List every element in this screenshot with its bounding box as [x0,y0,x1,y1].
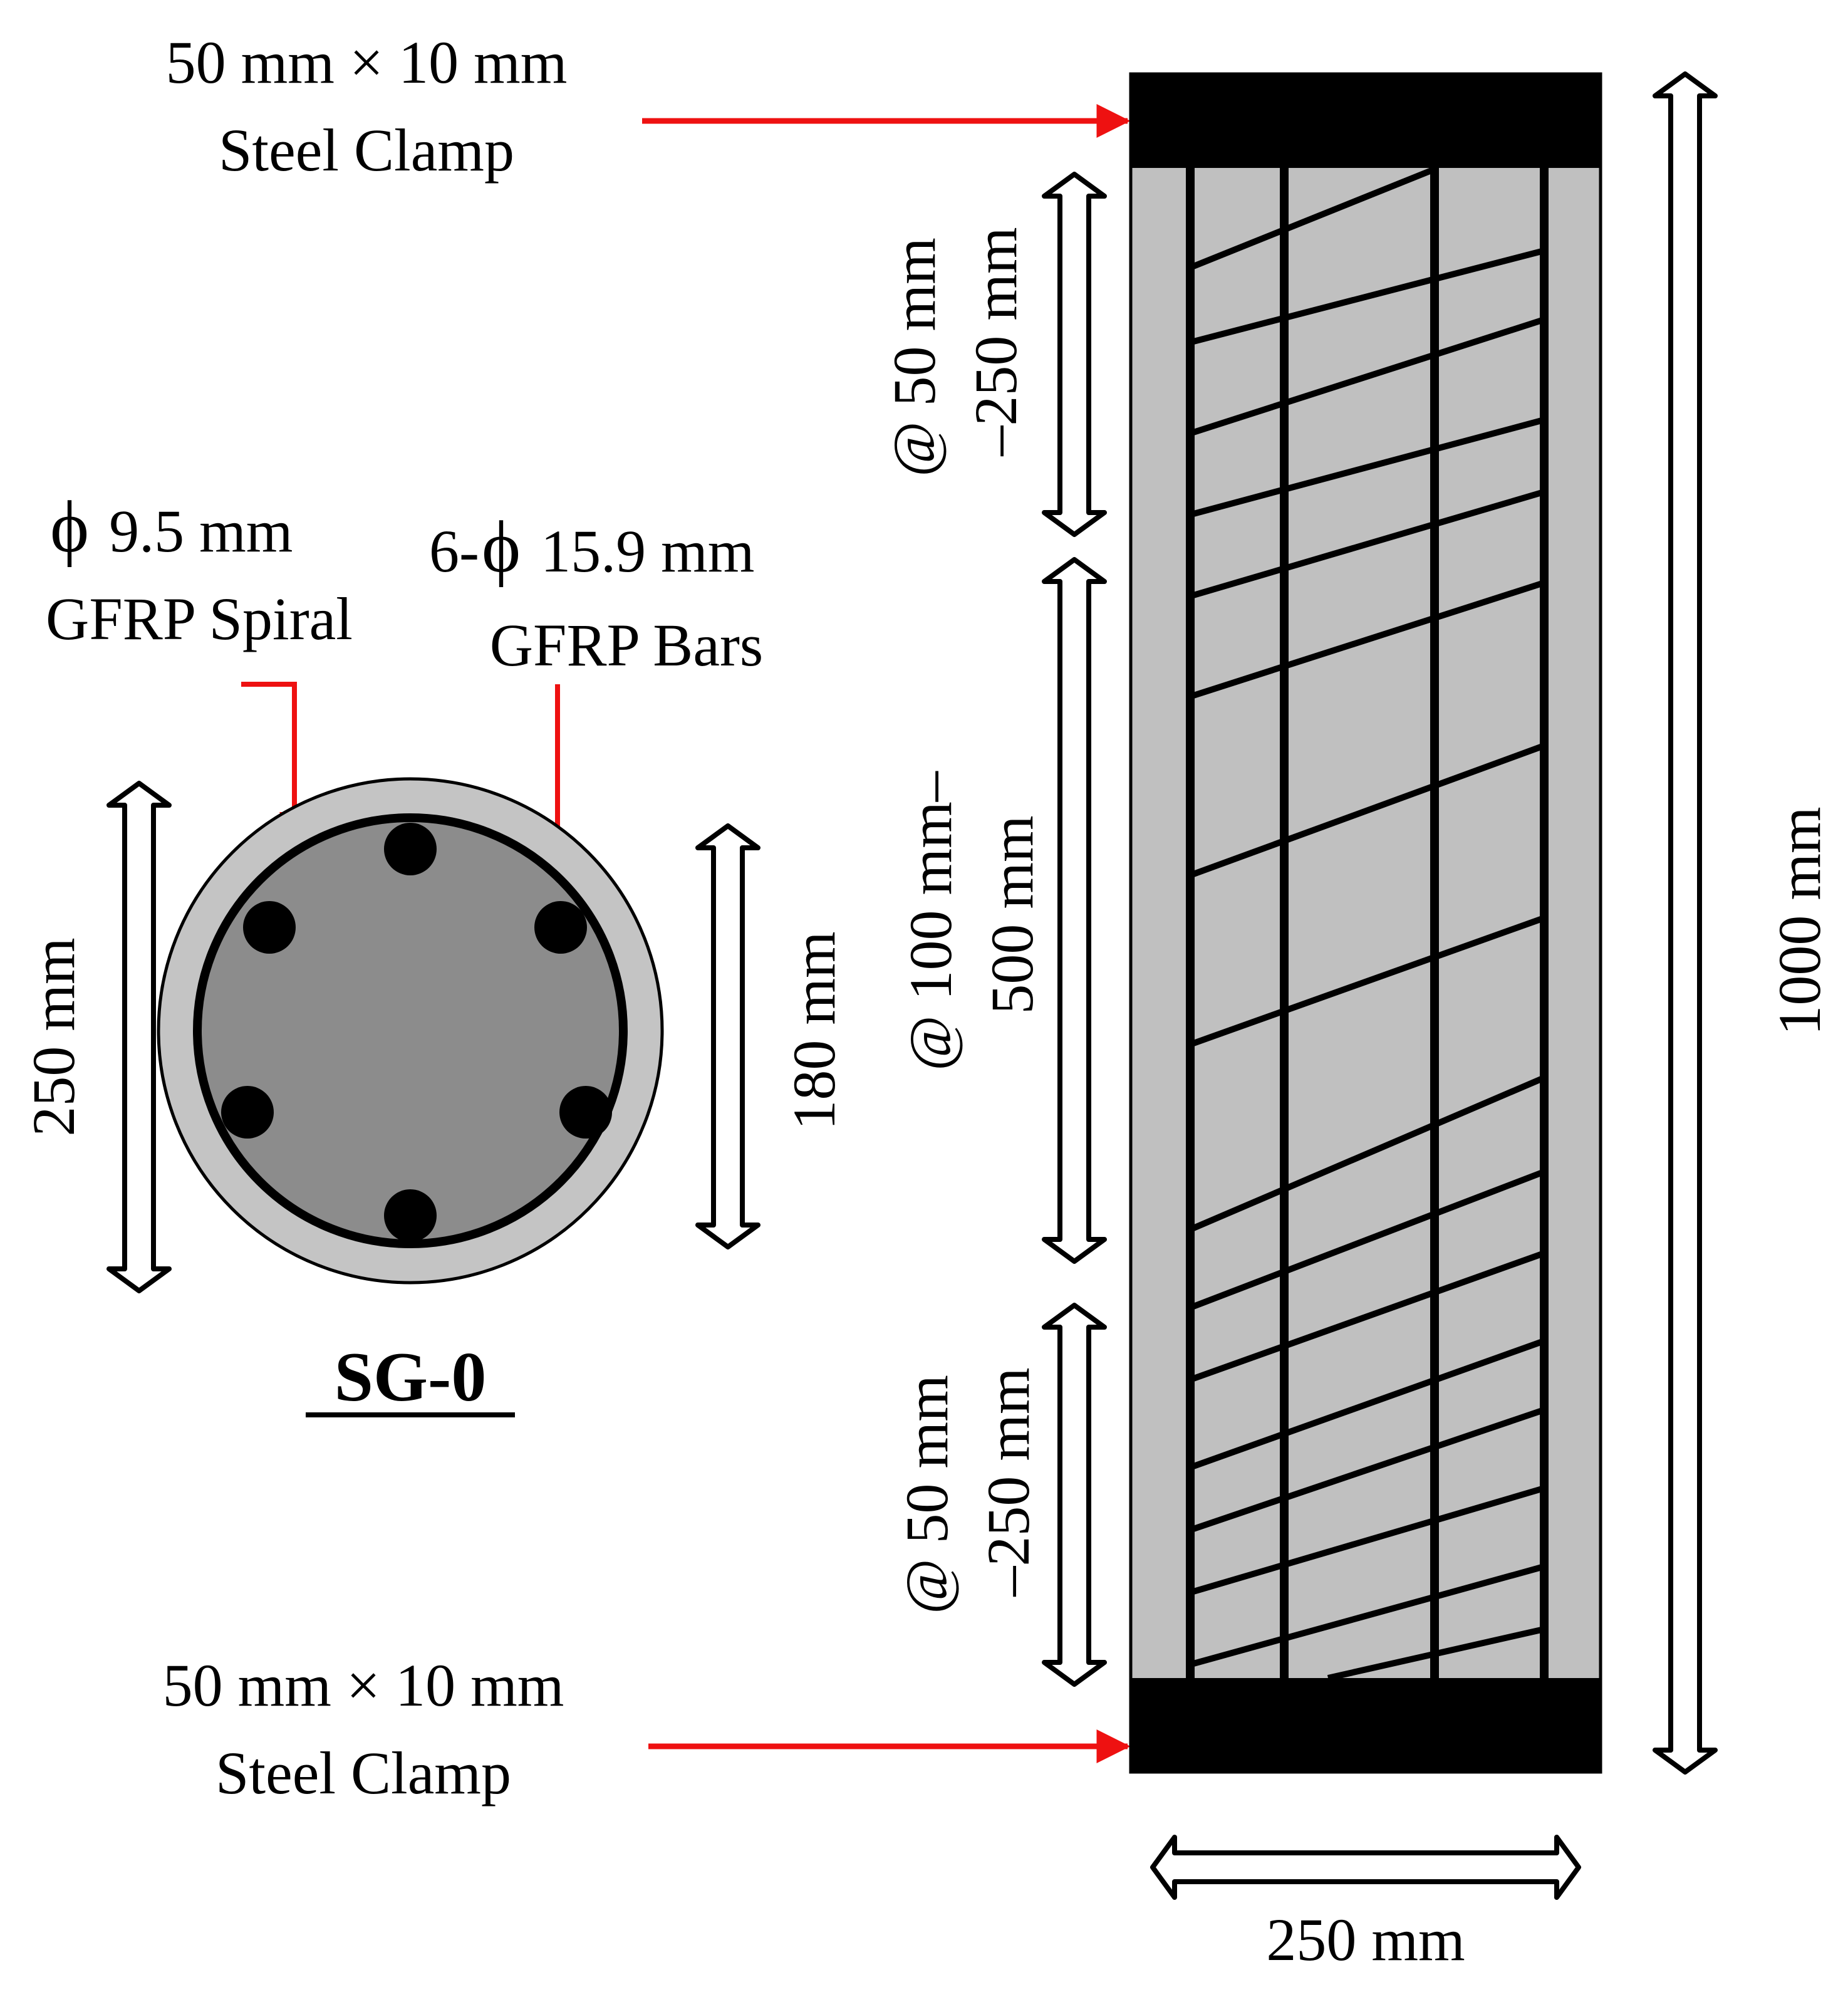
gfrp-bar [221,1086,274,1139]
bars-count: 6- [429,518,479,585]
core-diameter-dimension-arrow [695,823,760,1249]
bars-name-label: GFRP Bars [490,612,764,679]
phi-symbol: ϕ [50,486,89,568]
outer-diameter-label: 250 mm [20,937,87,1136]
bars-label: 6- ϕ 15.9 mm [429,506,754,588]
width-label: 250 mm [1266,1906,1465,1973]
spiral-name-label: GFRP Spiral [46,585,353,652]
middle-zone-dimension-arrow [1042,557,1107,1264]
middle-zone-spacing-label: @ 100 mm– [897,771,964,1071]
gfrp-bar [559,1086,612,1139]
height-label: 1000 mm [1766,806,1833,1035]
outer-diameter-dimension-arrow [106,781,172,1293]
gfrp-bar [384,823,437,875]
bars-size: 15.9 mm [541,518,754,585]
bottom-clamp-name-label: Steel Clamp [215,1739,511,1806]
spiral-label: ϕ 9.5 mm [50,486,293,568]
core-diameter-label: 180 mm [781,931,848,1130]
bottom-steel-clamp [1131,1678,1601,1772]
column-elevation [1129,72,1602,1774]
spiral-size: 9.5 mm [109,498,293,565]
bottom-clamp-size-label: 50 mm × 10 mm [163,1652,564,1719]
bottom-zone-dimension-arrow [1042,1303,1107,1687]
top-zone-dimension-arrow [1042,172,1107,537]
middle-zone-length-label: 500 mm [979,815,1046,1014]
top-clamp-size-label: 50 mm × 10 mm [166,29,568,96]
width-dimension-arrow [1150,1835,1581,1900]
cross-section [157,777,664,1285]
top-zone-spacing-label: @ 50 mm [881,237,948,477]
gfrp-spiral [1192,166,1545,1681]
section-title: SG-0 [335,1338,487,1416]
gfrp-bar [384,1189,437,1242]
gfrp-bar [243,901,296,954]
confined-core [193,813,628,1248]
spiral-callout-arrow [241,682,309,842]
height-dimension-arrow [1653,71,1718,1775]
top-clamp-name-label: Steel Clamp [219,117,514,184]
gfrp-bar [534,901,587,954]
top-steel-clamp [1131,74,1601,168]
bottom-zone-length-label: –250 mm [975,1367,1042,1597]
top-zone-length-label: –250 mm [962,227,1029,456]
phi-symbol: ϕ [482,506,521,588]
bottom-zone-spacing-label: @ 50 mm [893,1375,960,1614]
